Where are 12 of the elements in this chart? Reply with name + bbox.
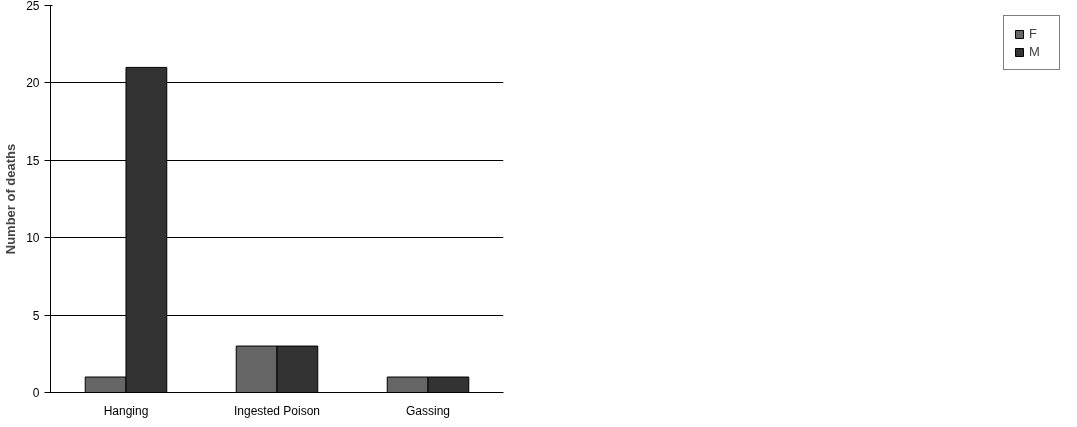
y-tick-label: 5 (32, 308, 40, 323)
y-tick-label: 25 (26, 0, 40, 13)
x-tick-label: Hanging (103, 403, 149, 418)
x-tick-label: Ingested Poison (233, 403, 321, 418)
y-tick-label: 10 (26, 231, 40, 246)
y-tick-label: 0 (32, 386, 40, 400)
y-axis-title: Number of deaths (3, 143, 19, 255)
legend-label: F (1029, 26, 1038, 41)
y-tick-label: 20 (26, 76, 40, 91)
legend-label: M (1029, 44, 1041, 59)
y-tick-label: 15 (26, 153, 40, 168)
x-tick-label: Gassing (405, 403, 451, 418)
